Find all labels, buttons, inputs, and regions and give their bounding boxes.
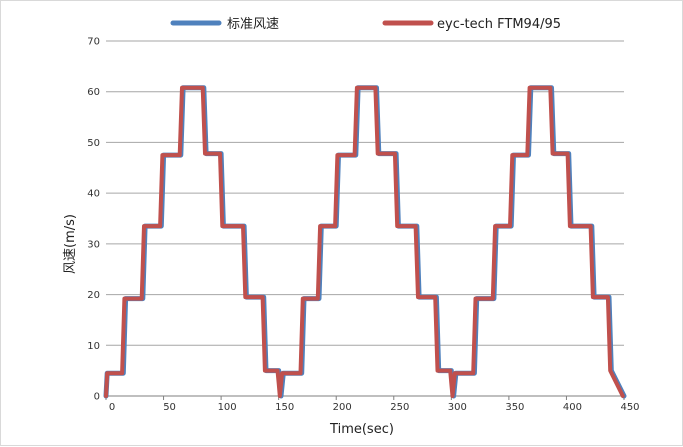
series-line-standard (106, 88, 624, 396)
y-tick-label: 70 (87, 37, 100, 48)
legend-label-eyc: eyc-tech FTM94/95 (437, 17, 561, 32)
y-tick-label: 10 (87, 341, 100, 352)
y-tick-label: 0 (94, 392, 100, 403)
x-tick-label: 300 (448, 402, 467, 413)
x-tick-label: 100 (218, 402, 237, 413)
x-tick-label: 350 (505, 402, 524, 413)
legend: 标准风速 eyc-tech FTM94/95 (173, 17, 561, 32)
y-tick-label: 50 (87, 138, 100, 149)
x-tick-label: 0 (109, 402, 115, 413)
x-tick-label: 200 (333, 402, 352, 413)
x-tick-label: 450 (620, 402, 639, 413)
x-tick-label: 250 (390, 402, 409, 413)
tick-labels: 0 10 20 30 40 50 60 70 0 50 100 150 200 250 300 350 400 4… (87, 37, 639, 414)
x-tick-label: 50 (163, 402, 176, 413)
y-tick-label: 30 (87, 239, 100, 250)
legend-label-standard: 标准风速 (227, 17, 279, 32)
x-tick-label: 400 (563, 402, 582, 413)
x-axis-title: Time(sec) (329, 422, 394, 437)
x-tick-label: 150 (275, 402, 294, 413)
y-tick-label: 60 (87, 87, 100, 98)
y-tick-label: 40 (87, 189, 100, 200)
y-axis-title: 风速(m/s) (63, 214, 78, 274)
axes (106, 396, 624, 400)
series-lines (106, 88, 624, 396)
y-tick-label: 20 (87, 290, 100, 301)
